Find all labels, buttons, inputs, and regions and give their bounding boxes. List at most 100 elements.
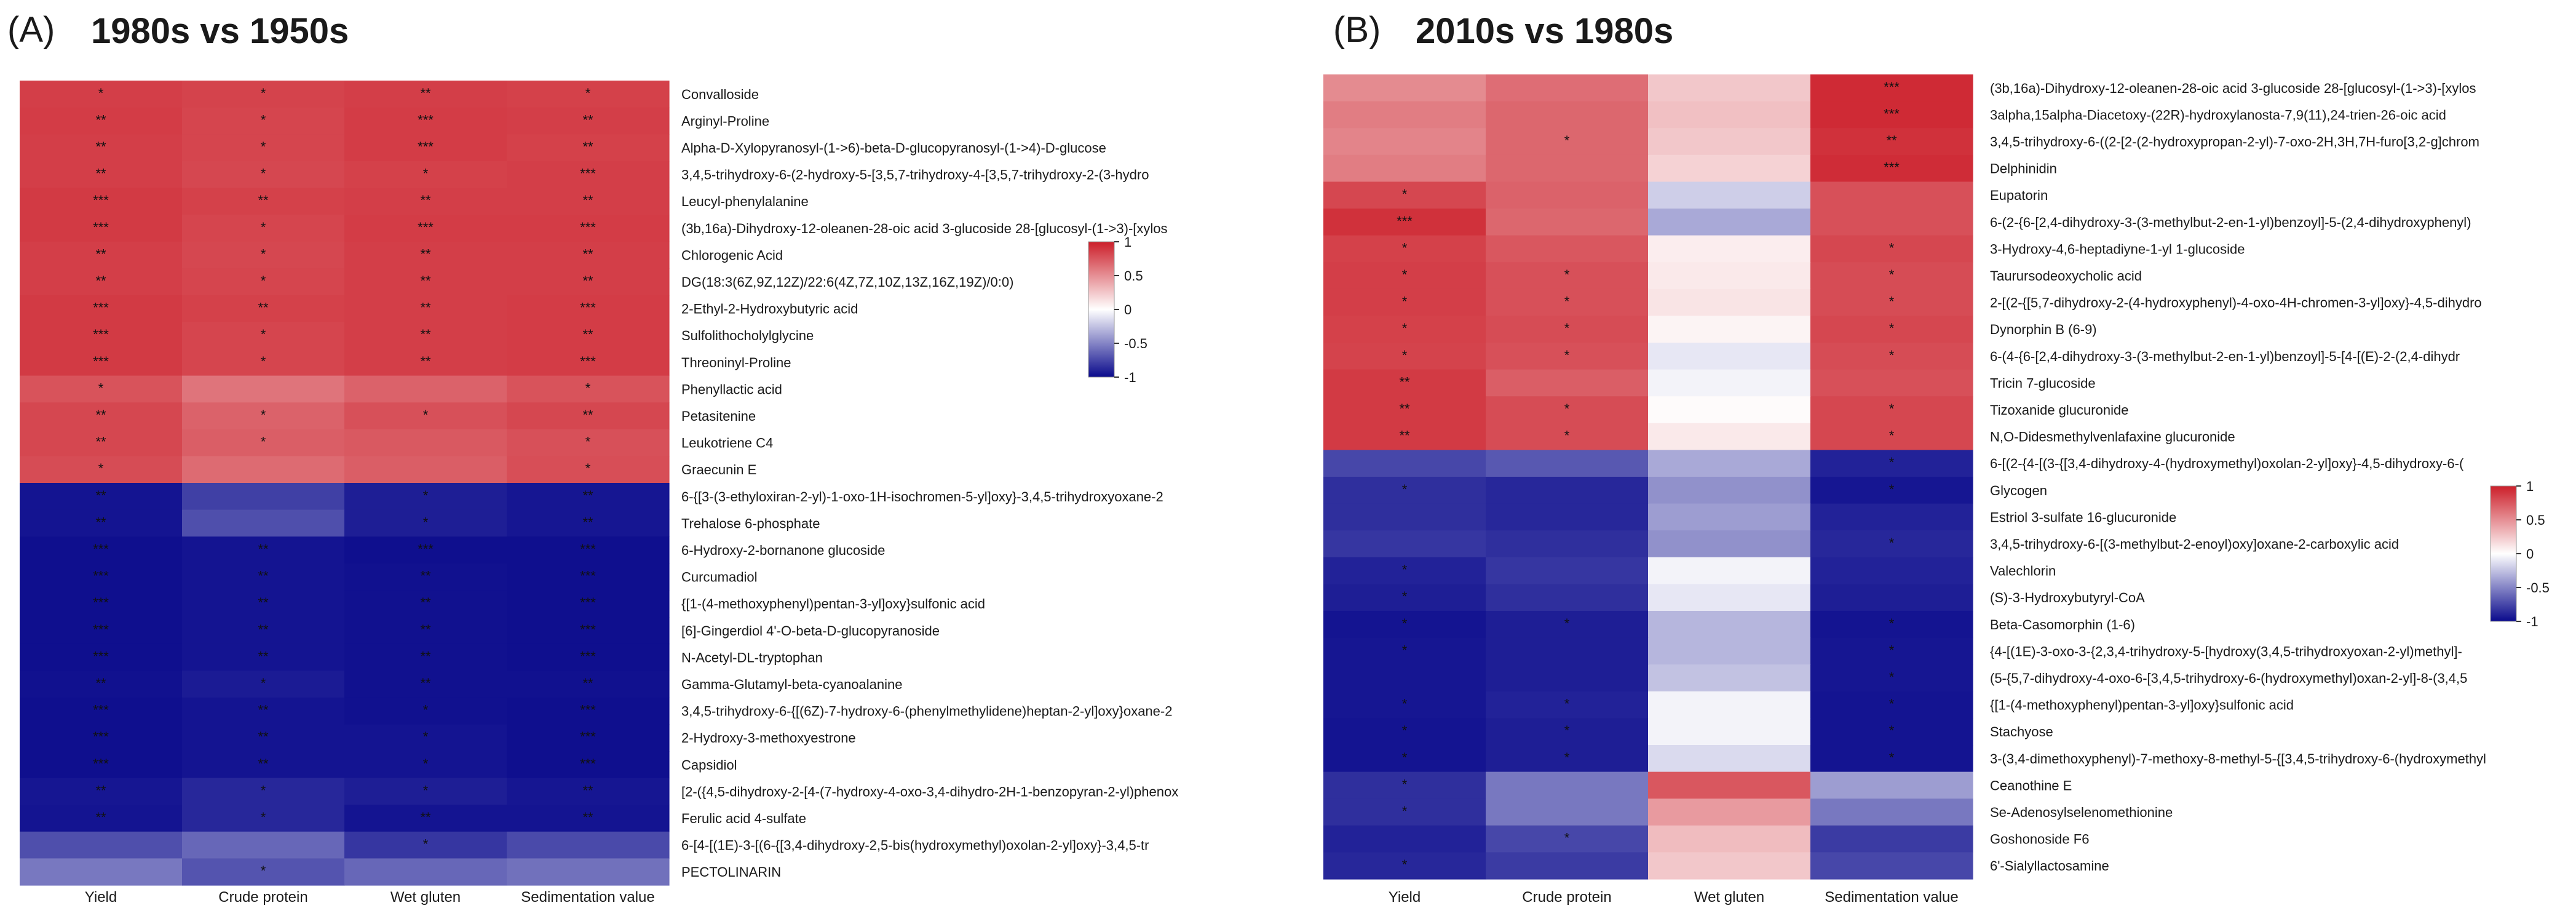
heatmap-cell <box>344 590 507 618</box>
significance-mark: * <box>1402 642 1408 658</box>
significance-mark: *** <box>580 166 596 181</box>
significance-mark: ** <box>420 622 431 637</box>
significance-mark: ** <box>95 434 106 450</box>
significance-mark: ** <box>258 622 269 637</box>
row-label: Graecunin E <box>681 462 756 477</box>
heatmap-cell <box>344 671 507 698</box>
significance-mark: ** <box>258 729 269 744</box>
heatmap-cell <box>1648 557 1811 584</box>
heatmap-cell <box>20 215 183 242</box>
significance-mark: *** <box>93 354 109 369</box>
heatmap-cell <box>20 134 183 162</box>
heatmap-cell <box>1810 316 1973 343</box>
colorbar-tick-label: -1 <box>1124 370 1136 385</box>
heatmap-cell <box>507 509 670 537</box>
heatmap-cell <box>344 107 507 135</box>
heatmap-cell <box>1486 74 1649 102</box>
significance-mark: * <box>1889 455 1895 470</box>
heatmap-cell <box>1486 477 1649 504</box>
heatmap-cell <box>344 724 507 752</box>
significance-mark: ** <box>582 112 593 127</box>
heatmap-cell <box>1810 745 1973 773</box>
heatmap-cell <box>1486 154 1649 182</box>
heatmap-cell <box>344 375 507 403</box>
heatmap-cell <box>1810 128 1973 156</box>
significance-mark: * <box>423 488 429 503</box>
heatmap-cell <box>1648 101 1811 129</box>
significance-mark: ** <box>582 139 593 154</box>
heatmap-cell <box>1323 477 1486 504</box>
heatmap-cell <box>344 402 507 430</box>
heatmap-cell <box>507 322 670 349</box>
heatmap-cell <box>344 161 507 188</box>
heatmap-cell <box>20 805 183 832</box>
heatmap-cell <box>20 322 183 349</box>
significance-mark: ** <box>582 407 593 423</box>
row-label: N,O-Didesmethylvenlafaxine glucuronide <box>1990 429 2235 445</box>
significance-mark: * <box>98 86 104 101</box>
heatmap-cell <box>1810 530 1973 558</box>
significance-mark: *** <box>93 756 109 771</box>
heatmap-cell <box>1648 691 1811 719</box>
row-label: [6]-Gingerdiol 4'-O-beta-D-glucopyranosi… <box>681 623 940 639</box>
heatmap-cell <box>1486 691 1649 719</box>
heatmap-cell <box>1810 799 1973 826</box>
heatmap-cell <box>344 134 507 162</box>
heatmap-cell <box>507 429 670 456</box>
heatmap-cell <box>182 643 345 671</box>
heatmap-cell <box>182 805 345 832</box>
colorbar-a: 1 0.5 0 -0.5 -1 <box>1088 234 1147 385</box>
heatmap-cell <box>1810 771 1973 799</box>
significance-mark: *** <box>93 327 109 342</box>
significance-mark: ** <box>1399 374 1410 389</box>
heatmap-cell <box>1323 852 1486 880</box>
significance-mark: ** <box>258 595 269 610</box>
heatmap-cell <box>182 402 345 430</box>
row-label: Convalloside <box>681 87 759 102</box>
heatmap-cell <box>1648 771 1811 799</box>
significance-mark: * <box>1564 321 1570 336</box>
colorbar-tick-label: -1 <box>2526 614 2538 629</box>
heatmap-cell <box>20 295 183 322</box>
significance-mark: ** <box>582 810 593 825</box>
heatmap-cell <box>1810 718 1973 746</box>
significance-mark: * <box>423 729 429 744</box>
colorbar-tick-label: 1 <box>2526 479 2534 494</box>
heatmap-cell <box>182 831 345 859</box>
heatmap-cell <box>1810 343 1973 370</box>
significance-mark: ** <box>258 300 269 316</box>
colorbar-tick-label: 0.5 <box>1124 268 1143 284</box>
heatmap-cell <box>507 778 670 805</box>
significance-mark: * <box>261 863 266 878</box>
row-label: Trehalose 6-phosphate <box>681 516 820 531</box>
heatmap-cell <box>1486 503 1649 531</box>
heatmap-cell <box>1323 423 1486 450</box>
column-label: Crude protein <box>218 889 307 906</box>
significance-mark: ** <box>582 783 593 798</box>
significance-mark: ** <box>582 675 593 691</box>
heatmap-cell <box>1486 852 1649 880</box>
row-label: 3,4,5-trihydroxy-6-(2-hydroxy-5-[3,5,7-t… <box>681 167 1149 183</box>
significance-mark: *** <box>93 568 109 584</box>
row-label: (S)-3-Hydroxybutyryl-CoA <box>1990 590 2145 605</box>
significance-mark: ** <box>582 273 593 289</box>
row-label: Stachyose <box>1990 724 2053 739</box>
significance-mark: * <box>423 756 429 771</box>
column-label: Wet gluten <box>1694 889 1764 906</box>
column-label: Yield <box>1389 889 1421 906</box>
colorbar-b: 1 0.5 0 -0.5 -1 <box>2490 479 2550 629</box>
significance-mark: *** <box>418 139 434 154</box>
heatmap-cell <box>1486 181 1649 209</box>
heatmap-cell <box>182 81 345 108</box>
heatmap-cell <box>20 590 183 618</box>
heatmap-cell <box>1648 423 1811 450</box>
heatmap-cell <box>1486 450 1649 477</box>
significance-mark: * <box>1402 186 1408 202</box>
row-label: 3,4,5-trihydroxy-6-((2-[2-(2-hydroxyprop… <box>1990 134 2479 149</box>
significance-mark: *** <box>1884 160 1900 175</box>
significance-mark: * <box>1889 240 1895 255</box>
heatmap-cell <box>182 215 345 242</box>
heatmap-cell <box>1323 209 1486 236</box>
heatmap-cell <box>507 805 670 832</box>
significance-mark: * <box>1889 642 1895 658</box>
